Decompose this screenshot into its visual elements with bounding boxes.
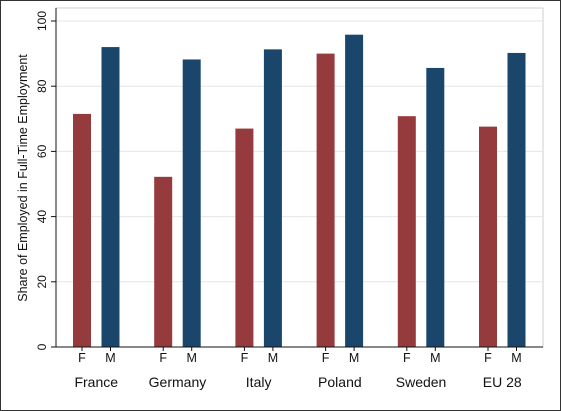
y-tick-label: 60 [35,144,49,158]
bar-eu-28-f [479,126,497,348]
bar-eu-28-m [507,52,526,347]
bar-italy-m [263,49,282,347]
bar-france-m [101,47,120,348]
series-label: M [511,351,521,365]
category-label: Italy [246,374,272,390]
y-tick-label: 0 [35,343,49,350]
category-label: Germany [149,374,207,390]
bar-poland-f [316,53,335,347]
y-tick-label: 20 [35,275,49,289]
category-label: EU 28 [483,374,522,390]
y-tick-label: 80 [35,79,49,93]
series-label: F [241,351,249,365]
y-tick-label: 40 [35,210,49,224]
series-label: F [78,351,86,365]
series-label: F [484,351,492,365]
bar-france-f [73,113,91,347]
series-label: F [403,351,411,365]
series-label: M [105,351,115,365]
y-tick-label: 100 [35,11,49,31]
series-label: M [349,351,359,365]
series-label: F [322,351,330,365]
category-label: France [74,374,118,390]
series-label: M [186,351,196,365]
bar-sweden-f [397,116,416,347]
bars [73,34,526,348]
bar-italy-f [235,128,254,347]
category-label: Sweden [396,374,447,390]
bar-sweden-m [426,67,445,347]
series-label: M [268,351,278,365]
series-label: M [430,351,440,365]
bar-germany-f [154,176,173,347]
bar-poland-m [345,34,364,347]
category-label: Poland [318,374,362,390]
y-axis-title: Share of Employed in Full-Time Employmen… [16,54,30,302]
bar-germany-m [182,59,201,348]
axes: 0 20 40 60 80 100 F M France F M Germany F M Italy F M Po… [35,8,543,390]
series-label: F [159,351,167,365]
